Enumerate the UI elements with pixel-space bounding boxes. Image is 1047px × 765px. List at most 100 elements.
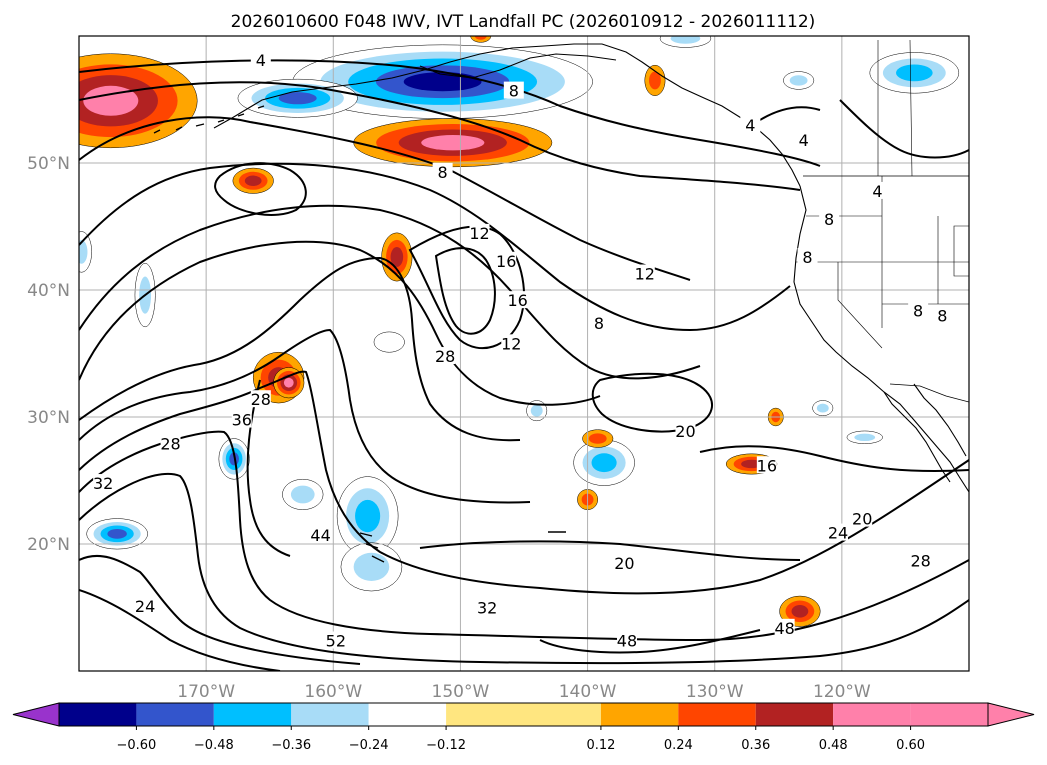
contour-label-bg — [325, 631, 346, 649]
contour-line — [79, 162, 791, 332]
contour-label-bg — [634, 264, 655, 282]
contour-label: 48 — [774, 619, 794, 638]
contour-line — [79, 589, 281, 671]
y-tick-label: 20°N — [27, 535, 70, 555]
contour-label: 24 — [135, 597, 155, 616]
contour-label: 28 — [251, 390, 271, 409]
contour-label: 20 — [852, 510, 872, 529]
colorbar-segment — [446, 703, 601, 726]
pc-shade-blob — [79, 240, 88, 264]
contour-label: 8 — [509, 82, 519, 101]
pc-shade-blob — [474, 36, 487, 40]
contour-line — [539, 629, 761, 654]
colorbar-tick-label: −0.12 — [426, 738, 466, 753]
gridlines — [79, 36, 969, 671]
contour-label-bg — [774, 618, 795, 636]
pc-shade-blob — [649, 71, 661, 90]
contour-label: 12 — [635, 264, 655, 283]
colorbar-frame — [58, 702, 989, 727]
contour-line — [699, 445, 969, 473]
x-tick-label: 140°W — [559, 682, 617, 702]
x-tick-label: 130°W — [686, 682, 744, 702]
colorbar-tick-label: −0.36 — [271, 738, 311, 753]
contour-label-bg — [616, 631, 637, 649]
alaska-interior-coast — [419, 53, 617, 79]
contour-label-bg — [501, 334, 522, 352]
colorbar-tick-label: −0.60 — [116, 738, 156, 753]
y-tick-label: 50°N — [27, 154, 70, 174]
contour-label-bg — [503, 81, 524, 99]
contour-label: 12 — [469, 224, 489, 243]
pc-shade-blob — [789, 75, 808, 86]
contour-line — [839, 99, 969, 159]
pc-shade-blob — [373, 331, 405, 353]
pc-shade-blob — [896, 64, 933, 82]
contour-line — [79, 472, 969, 665]
contour-label-bg — [93, 474, 114, 492]
contour-label-bg — [435, 347, 456, 365]
contour-line — [214, 162, 307, 216]
map-frame — [78, 35, 970, 672]
contour-labels: 4881216168124412282836283224445232484820… — [93, 51, 953, 651]
aleutian-islands — [153, 105, 265, 134]
contour-line — [79, 256, 521, 442]
contour-label: 28 — [160, 435, 180, 454]
contour-label: 28 — [911, 552, 931, 571]
pc-shade-blob — [854, 433, 876, 442]
contour-line — [79, 370, 969, 595]
pc-shade-blob — [403, 72, 482, 92]
contour-label-bg — [250, 51, 271, 69]
colorbar-tick-label: 0.12 — [586, 738, 615, 753]
contour-line — [79, 204, 701, 380]
contour-label: 24 — [828, 524, 848, 543]
colorbar — [12, 702, 1035, 727]
pc-shade-blob — [107, 528, 127, 539]
hawaiian-islands — [359, 531, 566, 563]
contour-line — [79, 555, 361, 665]
contour-line — [246, 379, 291, 557]
contour-label-bg — [828, 523, 849, 541]
contour-label-bg — [231, 410, 252, 428]
contour-label-bg — [797, 247, 818, 265]
contour-label: 8 — [824, 210, 834, 229]
pc-shade-blob — [353, 552, 390, 581]
colorbar-ticks: −0.60 −0.48 −0.36 −0.24 −0.12 0.12 0.24 0.36 0.4… — [116, 726, 925, 753]
pc-shade-blob — [591, 453, 617, 473]
contour-label: 12 — [501, 334, 521, 353]
pc-shade-blob — [390, 247, 404, 267]
colorbar-segment — [678, 703, 756, 726]
pc-shade-blob — [421, 134, 485, 151]
pc-shade-blob — [670, 36, 701, 44]
contour-label-bg — [614, 554, 635, 572]
x-axis-ticks: 170°W 160°W 150°W 140°W 130°W 120°W — [177, 682, 871, 702]
contour-line — [79, 81, 801, 191]
baja-peninsula-coast — [883, 391, 951, 483]
pc-shade-blob — [816, 403, 829, 413]
pc-shade-blob — [741, 459, 763, 469]
contour-label: 36 — [232, 411, 252, 430]
colorbar-tick-label: 0.48 — [819, 738, 848, 753]
contour-label: 8 — [937, 306, 947, 325]
map-area: 4881216168124412282836283224445232484820… — [78, 35, 970, 672]
contour-label: 4 — [799, 131, 809, 150]
y-tick-label: 40°N — [27, 281, 70, 301]
x-tick-label: 170°W — [177, 682, 235, 702]
contour-line — [79, 328, 531, 504]
x-tick-label: 150°W — [432, 682, 490, 702]
contour-label: 4 — [745, 116, 755, 135]
y-tick-label: 30°N — [27, 408, 70, 428]
colorbar-tick-label: 0.36 — [741, 738, 770, 753]
pc-shade-blob — [278, 92, 317, 105]
contour-label-bg — [477, 598, 498, 616]
colorbar-tick-label: −0.48 — [194, 738, 234, 753]
contour-label-bg — [819, 209, 840, 227]
contour-label: 8 — [802, 248, 812, 267]
pc-shade-blob — [290, 485, 315, 504]
colorbar-tick-label: 0.60 — [896, 738, 925, 753]
border-us-mexico — [889, 383, 969, 403]
contour-label-bg — [160, 434, 181, 452]
x-tick-label: 160°W — [304, 682, 362, 702]
colorbar-segment — [600, 703, 679, 726]
contour-label: 32 — [93, 474, 113, 493]
